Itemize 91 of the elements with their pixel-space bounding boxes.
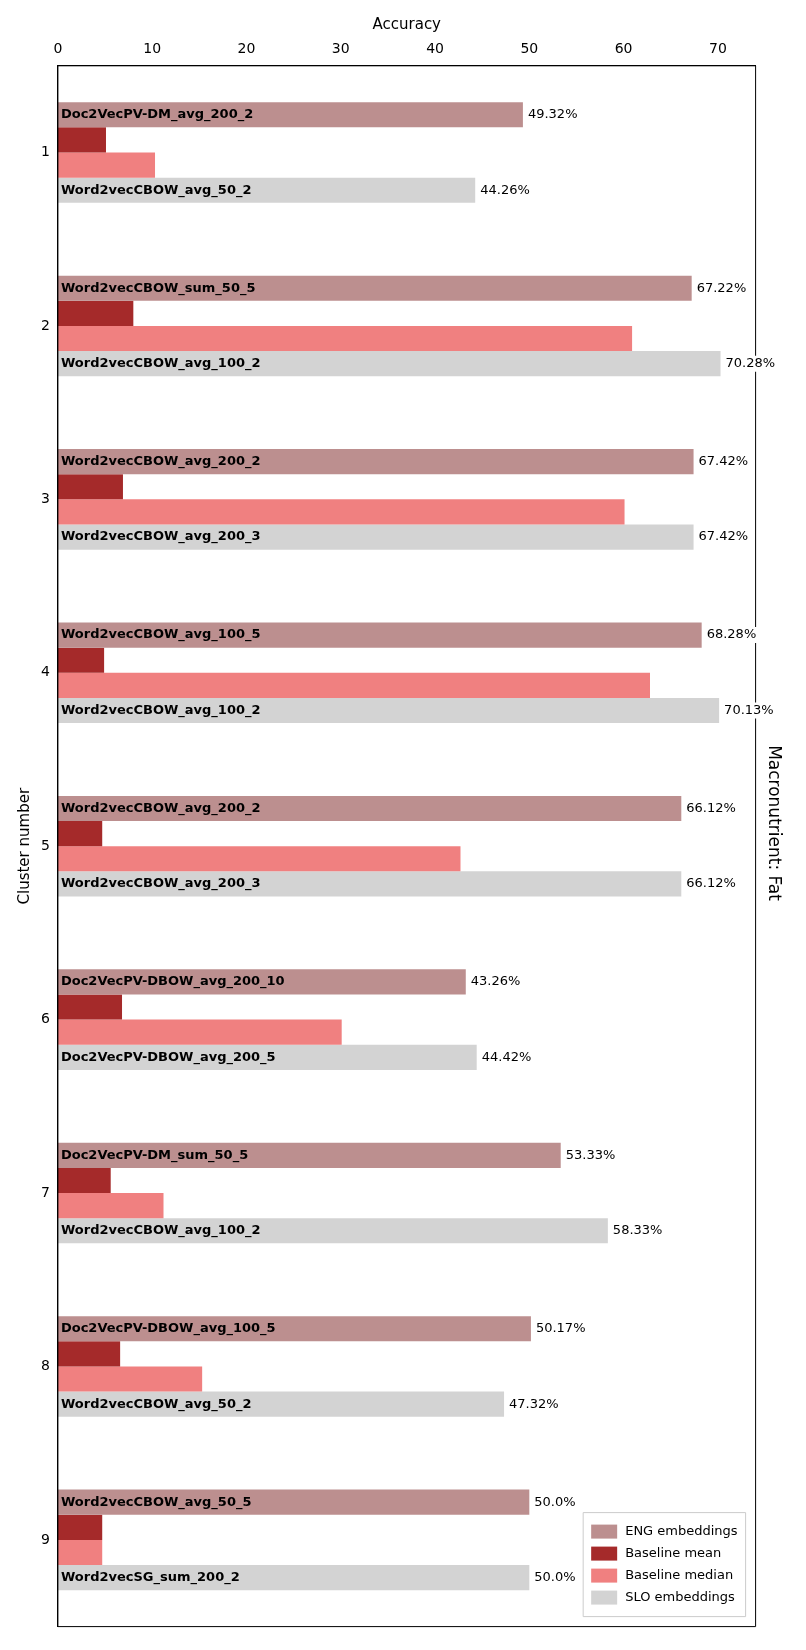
data-label: 67.42% <box>698 528 749 544</box>
data-label: 66.12% <box>686 875 736 891</box>
y-tick-label: 5 <box>40 836 50 853</box>
bar <box>57 1193 164 1219</box>
bar <box>57 846 461 872</box>
data-label: 70.13% <box>724 701 774 717</box>
x-tick-label: 60 <box>614 40 633 57</box>
y-tick-label: 2 <box>40 316 50 333</box>
data-label: 66.12% <box>686 799 736 815</box>
data-label: 53.33% <box>565 1146 616 1162</box>
data-label: 50.0% <box>534 1568 576 1584</box>
bar <box>57 1539 103 1566</box>
bar <box>57 102 523 128</box>
annotation: Word2vecCBOW_avg_50_5 <box>60 1493 252 1510</box>
x-tick-label: 10 <box>143 40 162 57</box>
annotation: Word2vecCBOW_avg_100_2 <box>60 1222 261 1239</box>
annotation: Doc2VecPV-DBOW_avg_200_5 <box>60 1048 276 1065</box>
annotation: Word2vecCBOW_avg_100_2 <box>60 701 261 718</box>
annotation: Doc2VecPV-DM_sum_50_5 <box>60 1146 249 1163</box>
x-tick-label: 20 <box>237 40 256 57</box>
bar <box>57 1019 342 1045</box>
bar <box>57 325 633 352</box>
data-label: 49.32% <box>527 106 578 122</box>
data-label: 70.28% <box>725 355 776 371</box>
annotation: Doc2VecPV-DBOW_avg_100_5 <box>60 1320 276 1337</box>
annotation: Doc2VecPV-DBOW_avg_200_10 <box>60 973 285 990</box>
annotation: Word2vecCBOW_avg_200_3 <box>60 528 261 545</box>
bar <box>57 474 123 500</box>
bar <box>57 275 692 301</box>
bar <box>57 351 721 377</box>
bar <box>57 1514 103 1540</box>
y-tick-label: 6 <box>40 1010 50 1027</box>
y-tick-label: 7 <box>40 1183 50 1200</box>
bar <box>57 1167 111 1194</box>
legend-label: Baseline mean <box>625 1544 722 1560</box>
annotation: Word2vecCBOW_avg_50_2 <box>60 1395 252 1412</box>
annotation: Word2vecCBOW_avg_50_2 <box>60 181 252 198</box>
data-label: 44.26% <box>480 181 530 197</box>
bar <box>57 871 682 897</box>
annotation: Word2vecCBOW_avg_200_2 <box>60 453 261 470</box>
data-label: 50.17% <box>535 1320 586 1336</box>
data-label: 67.42% <box>698 453 749 469</box>
bar <box>57 1565 530 1591</box>
annotation: Doc2VecPV-DM_avg_200_2 <box>60 106 254 123</box>
y-tick-label: 9 <box>40 1530 50 1547</box>
annotation: Word2vecSG_sum_200_2 <box>60 1568 240 1585</box>
x-tick-label: 70 <box>708 40 727 57</box>
bar <box>57 1341 121 1367</box>
data-label: 44.42% <box>481 1048 532 1064</box>
bar <box>57 795 682 822</box>
bar <box>57 697 720 724</box>
annotation: Word2vecCBOW_avg_100_2 <box>60 355 261 372</box>
y-tick-label: 4 <box>40 663 50 680</box>
bar <box>57 672 650 698</box>
bar <box>57 524 694 550</box>
annotation: Word2vecCBOW_avg_100_5 <box>60 626 261 643</box>
data-label: 58.33% <box>612 1222 663 1238</box>
bar <box>57 1142 561 1168</box>
bar <box>57 622 702 648</box>
data-label: 43.26% <box>470 973 521 989</box>
x-tick-label: 0 <box>53 40 63 57</box>
annotation: Word2vecCBOW_avg_200_2 <box>60 799 261 816</box>
y-tick-label: 1 <box>40 143 50 160</box>
data-label: 50.0% <box>534 1493 576 1509</box>
bar <box>57 300 134 326</box>
bar <box>57 449 694 475</box>
text: Macronutrient: Fat <box>765 745 786 902</box>
bar <box>57 821 103 847</box>
bar <box>57 1218 608 1244</box>
annotation: Word2vecCBOW_avg_200_3 <box>60 875 261 892</box>
legend-label: SLO embeddings <box>625 1588 736 1604</box>
y-axis-title: Cluster number <box>14 787 33 905</box>
bar <box>57 499 625 525</box>
y-tick-label: 3 <box>40 490 50 506</box>
bar <box>57 127 106 153</box>
data-label: 47.32% <box>509 1395 559 1411</box>
x-tick-label: 50 <box>520 40 539 57</box>
legend-label: Baseline median <box>625 1566 734 1582</box>
y-tick-label: 8 <box>40 1357 50 1374</box>
data-label: 68.28% <box>706 626 757 642</box>
bar <box>57 152 156 178</box>
x-tick-label: 40 <box>426 40 444 57</box>
bar <box>57 647 105 673</box>
bar <box>57 1489 530 1515</box>
bar <box>57 1366 203 1392</box>
legend-label: ENG embeddings <box>625 1522 738 1538</box>
x-tick-label: 30 <box>331 40 350 57</box>
annotation: Word2vecCBOW_sum_50_5 <box>60 279 256 296</box>
bar <box>57 994 123 1020</box>
x-axis-title: Accuracy <box>372 14 442 33</box>
data-label: 67.22% <box>696 279 747 295</box>
